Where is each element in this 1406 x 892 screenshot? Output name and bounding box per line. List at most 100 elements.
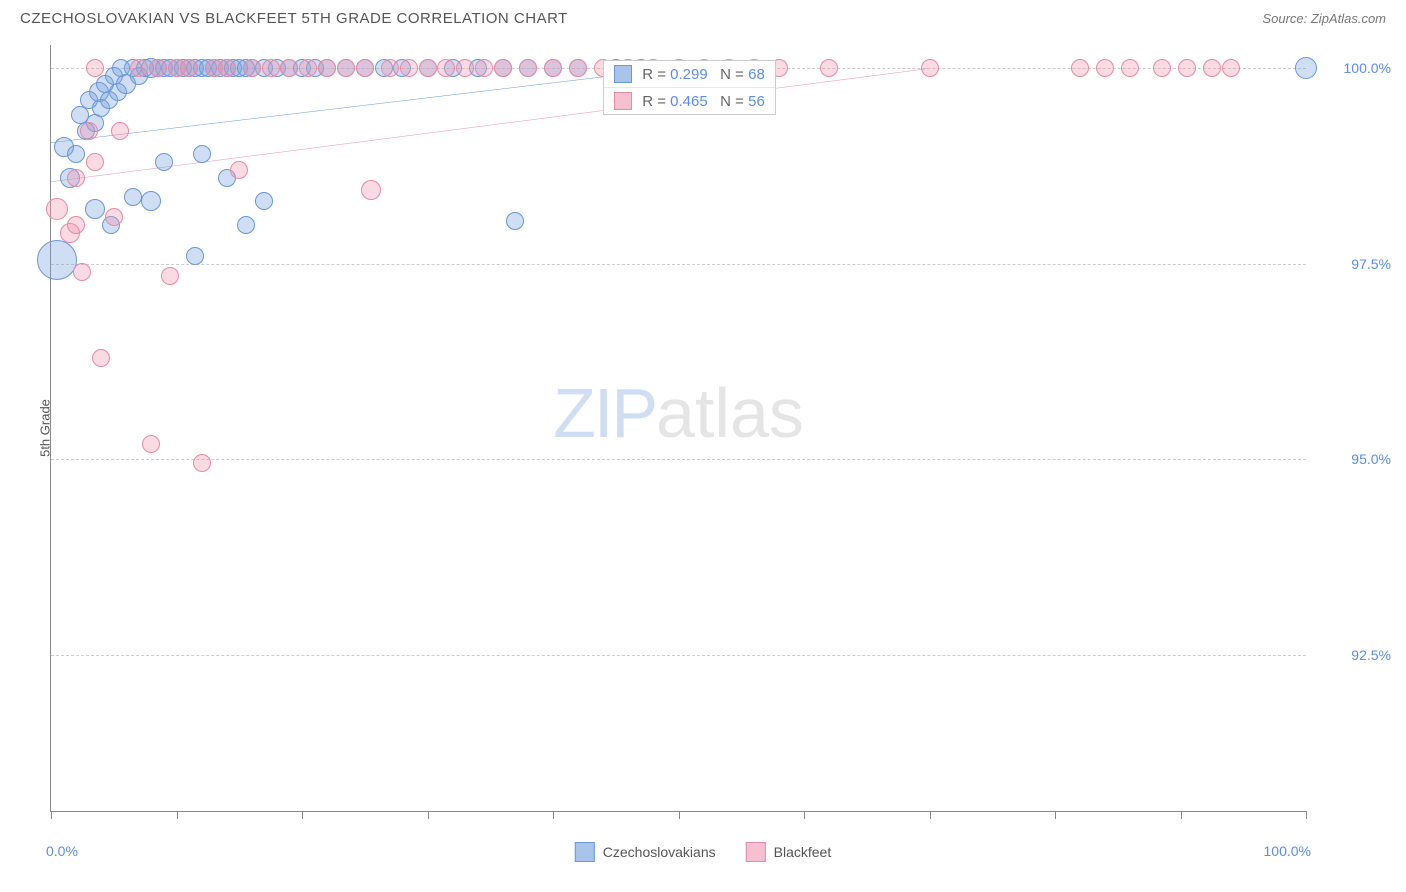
scatter-point [1178,59,1196,77]
legend-label: Czechoslovakians [603,844,716,860]
watermark-zip: ZIP [553,374,656,452]
scatter-point [46,198,68,220]
source-attribution: Source: ZipAtlas.com [1262,11,1386,26]
scatter-point [243,59,261,77]
scatter-point [1071,59,1089,77]
chart-plot-area: 5th Grade ZIPatlas 0.0% 100.0% 100.0%97.… [50,45,1306,812]
scatter-point [141,191,161,211]
chart-title: CZECHOSLOVAKIAN VS BLACKFEET 5TH GRADE C… [20,10,568,27]
scatter-point [544,59,562,77]
stats-text: R = 0.299 N = 68 [642,66,765,83]
gridline [51,264,1306,265]
x-axis-max-label: 100.0% [1264,843,1311,859]
stats-row: R = 0.465 N = 56 [604,88,775,114]
x-axis-min-label: 0.0% [46,843,78,859]
watermark: ZIPatlas [553,373,804,453]
legend-label: Blackfeet [774,844,832,860]
scatter-point [506,212,524,230]
scatter-point [67,145,85,163]
scatter-point [569,59,587,77]
scatter-point [80,122,98,140]
scatter-point [161,267,179,285]
scatter-point [1295,57,1317,79]
scatter-point [124,188,142,206]
y-tick-label: 100.0% [1316,60,1391,76]
scatter-point [400,59,418,77]
stats-text: R = 0.465 N = 56 [642,93,765,110]
scatter-point [111,122,129,140]
scatter-point [92,349,110,367]
legend-item: Czechoslovakians [575,842,716,862]
scatter-point [73,263,91,281]
scatter-point [86,59,104,77]
scatter-point [142,435,160,453]
scatter-point [1203,59,1221,77]
scatter-point [475,59,493,77]
scatter-point [155,153,173,171]
scatter-point [921,59,939,77]
legend-swatch-icon [746,842,766,862]
x-tick [1181,811,1182,819]
scatter-point [186,247,204,265]
x-tick [553,811,554,819]
y-axis-label: 5th Grade [37,399,52,457]
y-tick-label: 92.5% [1316,647,1391,663]
scatter-point [820,59,838,77]
scatter-point [1096,59,1114,77]
scatter-point [494,59,512,77]
scatter-point [218,59,236,77]
scatter-point [37,240,77,280]
stats-box: R = 0.299 N = 68 R = 0.465 N = 56 [603,60,776,115]
x-tick [930,811,931,819]
scatter-point [105,208,123,226]
scatter-point [1153,59,1171,77]
x-tick [51,811,52,819]
x-tick [1306,811,1307,819]
gridline [51,459,1306,460]
scatter-point [437,59,455,77]
y-tick-label: 97.5% [1316,256,1391,272]
stats-row: R = 0.299 N = 68 [604,61,775,88]
scatter-point [262,59,280,77]
scatter-point [1121,59,1139,77]
trend-line [51,68,930,181]
stats-swatch-icon [614,65,632,83]
scatter-point [356,59,374,77]
chart-header: CZECHOSLOVAKIAN VS BLACKFEET 5TH GRADE C… [0,0,1406,35]
legend-item: Blackfeet [746,842,832,862]
legend: Czechoslovakians Blackfeet [575,842,831,862]
x-tick [428,811,429,819]
scatter-point [67,169,85,187]
scatter-point [419,59,437,77]
x-tick [302,811,303,819]
scatter-point [337,59,355,77]
scatter-point [67,216,85,234]
watermark-atlas: atlas [656,374,804,452]
scatter-point [318,59,336,77]
scatter-point [130,59,148,77]
scatter-point [193,454,211,472]
scatter-point [280,59,298,77]
legend-swatch-icon [575,842,595,862]
stats-swatch-icon [614,92,632,110]
x-tick [679,811,680,819]
scatter-point [237,216,255,234]
scatter-point [456,59,474,77]
scatter-point [193,145,211,163]
scatter-point [381,59,399,77]
scatter-point [361,180,381,200]
scatter-point [149,59,167,77]
trend-lines-svg [51,45,1306,811]
scatter-point [86,153,104,171]
x-tick [804,811,805,819]
x-tick [1055,811,1056,819]
y-tick-label: 95.0% [1316,451,1391,467]
scatter-point [255,192,273,210]
scatter-point [230,161,248,179]
x-tick [177,811,178,819]
scatter-point [1222,59,1240,77]
scatter-point [85,199,105,219]
scatter-point [180,59,198,77]
gridline [51,655,1306,656]
scatter-point [519,59,537,77]
